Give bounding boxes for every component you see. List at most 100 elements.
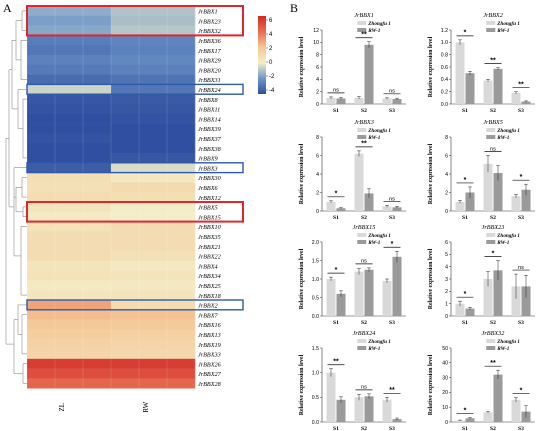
heatmap-cell <box>83 15 112 26</box>
bar <box>493 270 503 316</box>
y-tick-label: 1.0 <box>312 277 319 283</box>
legend-swatch <box>486 28 496 32</box>
gene-label: JrBBX22 <box>198 254 221 261</box>
heatmap-cell <box>83 251 112 262</box>
bar <box>455 420 465 422</box>
bar <box>382 206 392 211</box>
bar <box>493 173 503 211</box>
gene-label: JrBBX30 <box>198 175 222 182</box>
bar <box>455 303 465 316</box>
heatmap-cell <box>111 172 140 183</box>
heatmap-cell <box>139 211 168 222</box>
y-tick-label: 0.5 <box>312 395 319 401</box>
chart-title: JrBBX1 <box>354 12 374 19</box>
bar <box>336 208 346 211</box>
heatmap-cell <box>139 231 168 242</box>
heatmap-cell <box>139 6 168 17</box>
heatmap-cell <box>55 231 84 242</box>
gene-label: JrBBX9 <box>198 156 218 163</box>
gene-label: JrBBX19 <box>198 342 221 349</box>
heatmap-cell <box>167 45 196 56</box>
heatmap-cell <box>111 6 140 17</box>
bar <box>493 68 503 104</box>
heatmap-cell <box>55 329 84 340</box>
heatmap-cell <box>167 280 196 291</box>
x-tick-label: S2 <box>361 108 367 114</box>
gene-label: JrBBX24 <box>198 87 221 94</box>
heatmap-cell <box>83 25 112 36</box>
blue-highlight-box <box>26 162 244 174</box>
bar <box>364 44 374 104</box>
bar <box>521 286 531 316</box>
gene-label: JrBBX15 <box>198 214 221 221</box>
heatmap-cell <box>83 290 112 301</box>
heatmap-cell <box>139 260 168 271</box>
heatmap-cell <box>111 45 140 56</box>
y-tick-label: 2 <box>316 89 319 95</box>
heatmap-cell <box>83 6 112 17</box>
heatmap-cell <box>83 123 112 134</box>
heatmap-cell <box>83 358 112 369</box>
legend-swatch <box>486 21 496 25</box>
y-tick-label: 0 <box>445 420 448 426</box>
y-tick-label: 0 <box>445 209 448 215</box>
y-tick-label: 10 <box>442 405 448 411</box>
heatmap-cell <box>139 64 168 75</box>
significance-mark: * <box>335 191 338 198</box>
legend-swatch <box>357 28 367 32</box>
bar <box>364 269 374 316</box>
heatmap-cell <box>83 84 112 95</box>
bar-chart-jrbbx32: JrBBX32 Relative expression level 0 10 20 30 4… <box>428 330 535 431</box>
heatmap-cell <box>55 172 84 183</box>
heatmap-cell <box>55 182 84 193</box>
significance-mark: ns <box>361 259 367 265</box>
heatmap-cell <box>83 368 112 379</box>
bar <box>336 293 346 316</box>
red-highlight-box <box>26 5 244 37</box>
heatmap-cell <box>83 74 112 85</box>
heatmap-cell <box>55 378 84 389</box>
significance-mark: * <box>335 267 338 274</box>
heatmap-cell <box>27 329 56 340</box>
heatmap-cell <box>167 221 196 232</box>
y-axis-label: Relative expression level <box>428 143 434 204</box>
legend-swatch <box>357 233 367 237</box>
y-tick-label: 40 <box>442 361 448 367</box>
heatmap-cell <box>139 319 168 330</box>
heatmap-cell <box>167 211 196 222</box>
y-tick-label: 0 <box>316 102 319 108</box>
heatmap-cell <box>27 94 56 105</box>
heatmap-cell <box>27 143 56 154</box>
heatmap-cell <box>139 339 168 350</box>
y-tick-label: 4 <box>445 172 448 178</box>
heatmap-cell <box>27 133 56 144</box>
legend-swatch <box>486 339 496 343</box>
heatmap-cell <box>111 221 140 232</box>
y-tick-label: 20 <box>442 390 448 396</box>
heatmap-cell <box>83 221 112 232</box>
x-tick-label: S3 <box>518 215 524 221</box>
bar <box>326 279 336 316</box>
heatmap-cell <box>83 162 112 173</box>
y-tick-label: 5 <box>445 252 448 258</box>
column-label: RW <box>142 401 150 412</box>
heatmap-cell <box>55 104 84 115</box>
colorbar-tick-label: 6 <box>269 18 273 24</box>
legend-label: RW-1 <box>497 240 510 246</box>
heatmap-cell <box>139 329 168 340</box>
heatmap-cell <box>167 25 196 36</box>
heatmap-cell <box>27 162 56 173</box>
legend-swatch <box>357 128 367 132</box>
heatmap-cell <box>167 84 196 95</box>
bar <box>465 192 475 211</box>
heatmap-cell <box>167 64 196 75</box>
y-tick-label: 8 <box>445 135 448 141</box>
heatmap-cell <box>27 192 56 203</box>
heatmap-cell <box>167 172 196 183</box>
heatmap-cell <box>111 104 140 115</box>
heatmap-cell <box>167 290 196 301</box>
heatmap-cell <box>167 260 196 271</box>
y-axis-label: Relative expression level <box>428 248 434 309</box>
heatmap-cell <box>139 270 168 281</box>
